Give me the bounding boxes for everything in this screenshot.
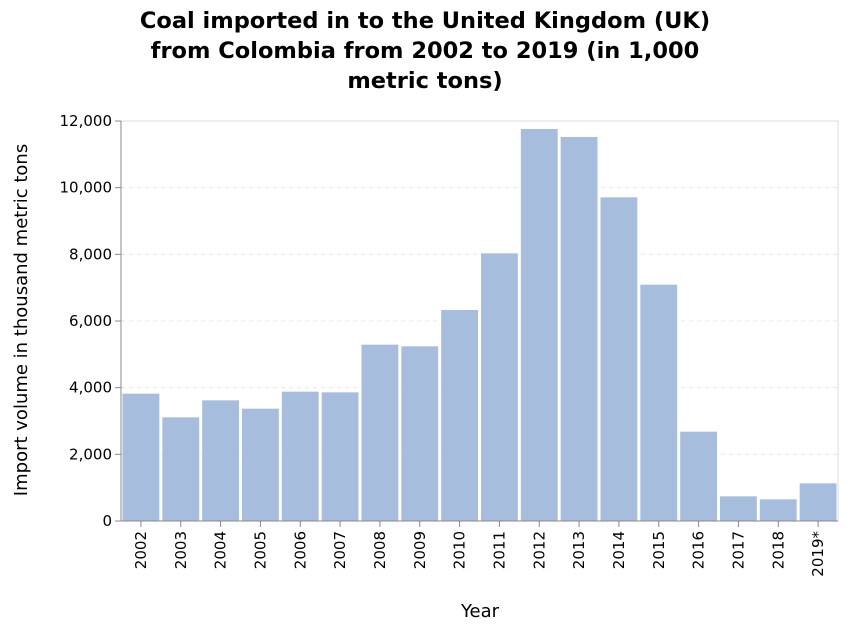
bar-2010	[441, 310, 478, 521]
y-tick-label: 4,000	[69, 379, 112, 397]
bar-2007	[321, 392, 359, 521]
bar-2003	[162, 417, 200, 521]
x-tick-label: 2017	[729, 531, 747, 569]
x-tick-label: 2006	[291, 531, 309, 569]
x-axis-title: Year	[460, 601, 500, 622]
x-axis-ticks: 2002 2003 2004 2005 2006 2007 2008 2009 2010 2011…	[132, 521, 827, 577]
bar-2006	[281, 391, 319, 521]
bar-2009	[401, 346, 439, 521]
bar-2005	[242, 408, 279, 521]
y-axis-title: Import volume in thousand metric tons	[11, 144, 32, 496]
x-tick-label: 2002	[132, 531, 150, 569]
chart-title-line-3: metric tons)	[347, 68, 503, 94]
bars	[122, 129, 837, 522]
x-tick-label: 2015	[650, 531, 668, 569]
x-tick-label: 2010	[451, 531, 469, 569]
x-tick-label: 2013	[570, 531, 588, 569]
x-tick-label: 2018	[769, 531, 787, 569]
x-tick-label: 2012	[530, 531, 548, 569]
bar-2013	[560, 137, 598, 521]
x-tick-label: 2007	[331, 531, 349, 569]
chart-title-line-2: from Colombia from 2002 to 2019 (in 1,00…	[150, 38, 700, 64]
x-tick-label: 2019*	[809, 531, 827, 577]
y-tick-label: 0	[102, 512, 112, 530]
bar-2002	[122, 393, 160, 521]
bar-2015	[640, 284, 678, 521]
y-tick-label: 2,000	[69, 445, 112, 463]
y-tick-label: 8,000	[69, 245, 112, 263]
bar-2017	[720, 496, 757, 521]
bar-2016	[680, 431, 717, 521]
y-tick-label: 6,000	[69, 312, 112, 330]
chart-title: Coal imported in to the United Kingdom (…	[0, 6, 850, 96]
bar-2004	[202, 400, 239, 521]
x-tick-label: 2003	[172, 531, 190, 569]
x-tick-label: 2005	[251, 531, 269, 569]
bar-2019	[799, 483, 837, 521]
bar-2012	[520, 129, 558, 521]
bar-2011	[481, 253, 518, 522]
x-tick-label: 2016	[690, 531, 708, 569]
y-tick-label: 12,000	[60, 112, 113, 130]
bar-2014	[600, 197, 638, 522]
x-tick-label: 2009	[411, 531, 429, 569]
x-tick-label: 2011	[490, 531, 508, 569]
x-tick-label: 2004	[212, 531, 230, 569]
bar-2018	[759, 499, 797, 521]
chart-title-line-1: Coal imported in to the United Kingdom (…	[139, 8, 711, 34]
bar-2008	[361, 344, 399, 521]
y-axis-ticks: 0 2,000 4,000 6,000 8,000 10,000 12,000	[60, 112, 121, 530]
x-tick-label: 2008	[371, 531, 389, 569]
y-tick-label: 10,000	[60, 179, 113, 197]
x-tick-label: 2014	[610, 531, 628, 569]
